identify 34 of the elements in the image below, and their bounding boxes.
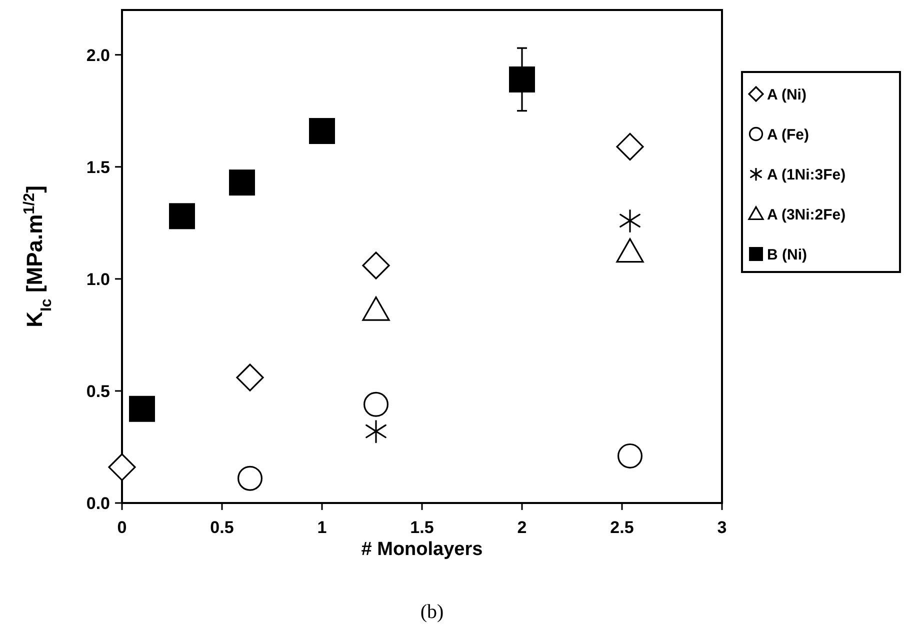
point xyxy=(362,252,390,280)
x-tick-label: 3 xyxy=(717,518,727,537)
legend-label: A (1Ni:3Fe) xyxy=(767,166,846,184)
point xyxy=(509,66,535,92)
y-tick-label: 2.0 xyxy=(86,46,110,65)
text: (b) xyxy=(420,601,444,623)
point xyxy=(620,208,640,232)
point xyxy=(236,364,264,392)
point xyxy=(366,419,386,444)
y-tick-label: 1.0 xyxy=(86,270,110,289)
x-tick-label: 1.5 xyxy=(410,518,434,537)
point xyxy=(309,118,335,144)
legend-label: A (3Ni:2Fe) xyxy=(767,206,846,224)
point xyxy=(616,238,644,263)
x-tick-label: 0 xyxy=(117,518,127,537)
y-tick-label: 0.5 xyxy=(86,382,110,401)
y-tick-label: 1.5 xyxy=(86,158,110,177)
legend-label: A (Ni) xyxy=(767,86,806,104)
x-tick-label: 1 xyxy=(317,518,327,537)
point xyxy=(129,396,155,422)
legend-label: B (Ni) xyxy=(767,246,807,264)
point xyxy=(169,203,195,230)
point xyxy=(108,453,136,481)
y-tick-label: 0.0 xyxy=(86,494,110,513)
point xyxy=(229,170,255,196)
legend-label: A (Fe) xyxy=(767,126,809,144)
x-axis-title: # Monolayers xyxy=(361,539,483,560)
point xyxy=(616,132,644,160)
x-tick-label: 0.5 xyxy=(210,518,234,537)
point xyxy=(618,443,642,468)
point xyxy=(238,466,262,491)
x-tick-label: 2.5 xyxy=(610,518,634,537)
x-tick-label: 2 xyxy=(517,518,527,537)
point xyxy=(364,392,388,417)
